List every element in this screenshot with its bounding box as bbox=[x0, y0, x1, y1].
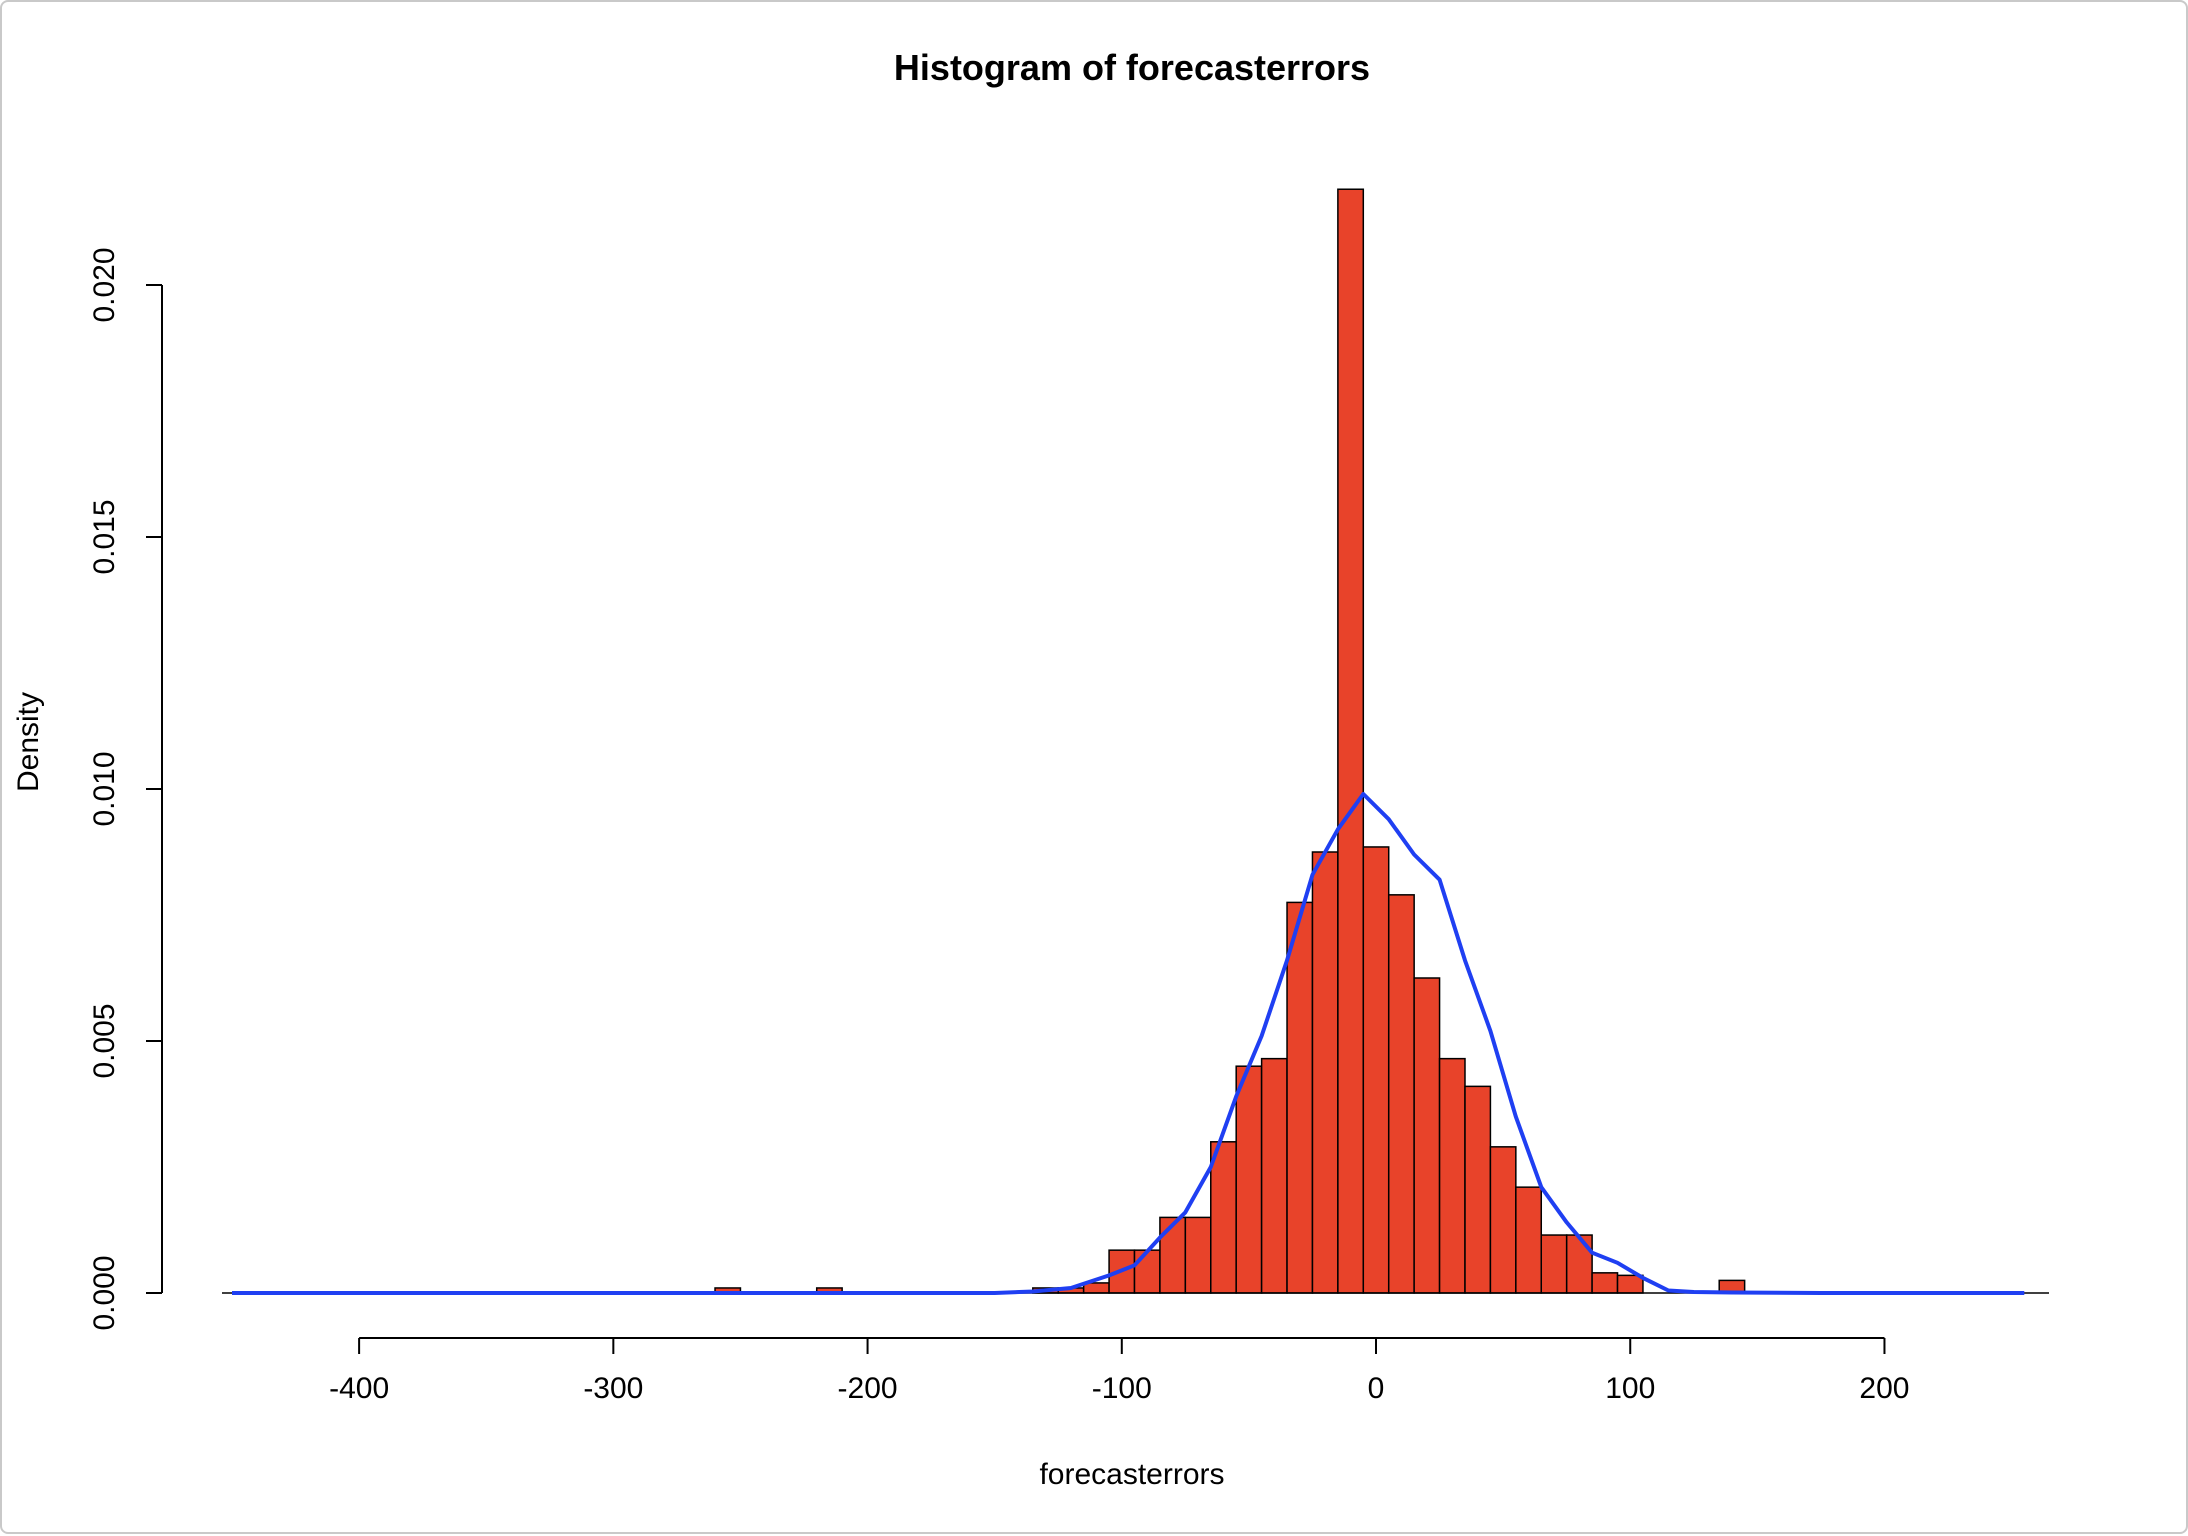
chart-title: Histogram of forecasterrors bbox=[894, 47, 1370, 88]
y-tick-label: 0.015 bbox=[88, 499, 121, 574]
histogram-bar bbox=[1464, 1085, 1492, 1294]
x-axis-label: forecasterrors bbox=[1039, 1458, 1224, 1491]
histogram-bar bbox=[1616, 1274, 1644, 1294]
histogram-bar bbox=[1133, 1249, 1161, 1294]
x-tick-label: -100 bbox=[1092, 1372, 1152, 1405]
histogram-bar bbox=[1362, 846, 1390, 1294]
y-tick-label: 0.020 bbox=[88, 247, 121, 322]
histogram-bar bbox=[1260, 1057, 1288, 1294]
histogram-bar bbox=[1489, 1146, 1517, 1294]
x-tick-label: 0 bbox=[1368, 1372, 1385, 1405]
histogram-bar bbox=[1565, 1234, 1593, 1294]
histogram-bar bbox=[1438, 1057, 1466, 1294]
x-tick-label: 200 bbox=[1859, 1372, 1909, 1405]
histogram-bar bbox=[1413, 977, 1441, 1294]
y-axis-label: Density bbox=[12, 692, 45, 792]
histogram-bar bbox=[1210, 1141, 1237, 1294]
x-tick-label: -200 bbox=[838, 1372, 898, 1405]
histogram-bar bbox=[1159, 1216, 1187, 1294]
histogram-bar bbox=[1311, 851, 1339, 1294]
x-tick-label: -300 bbox=[583, 1372, 643, 1405]
histogram-bars bbox=[222, 188, 2049, 1294]
histogram-bar bbox=[1515, 1186, 1543, 1294]
histogram-bar bbox=[1337, 188, 1365, 1294]
histogram-bar bbox=[1286, 901, 1314, 1294]
y-tick-label: 0.010 bbox=[88, 751, 121, 826]
x-tick-label: -400 bbox=[329, 1372, 389, 1405]
y-tick-label: 0.005 bbox=[88, 1003, 121, 1078]
density-curve bbox=[232, 792, 2025, 1295]
y-axis: 0.000 0.005 0.010 0.015 0.020 bbox=[88, 247, 163, 1331]
histogram-bar bbox=[1184, 1216, 1212, 1294]
density-curve-layer bbox=[232, 792, 2025, 1295]
y-tick-label: 0.000 bbox=[88, 1255, 121, 1330]
x-axis: -400 -300 -200 -100 0 100 200 bbox=[329, 1337, 1909, 1405]
histogram-bar bbox=[1235, 1065, 1263, 1294]
x-tick-label: 100 bbox=[1605, 1372, 1655, 1405]
histogram-bar bbox=[1387, 894, 1415, 1294]
histogram-bar bbox=[1591, 1272, 1619, 1294]
histogram-bar bbox=[1540, 1234, 1568, 1294]
